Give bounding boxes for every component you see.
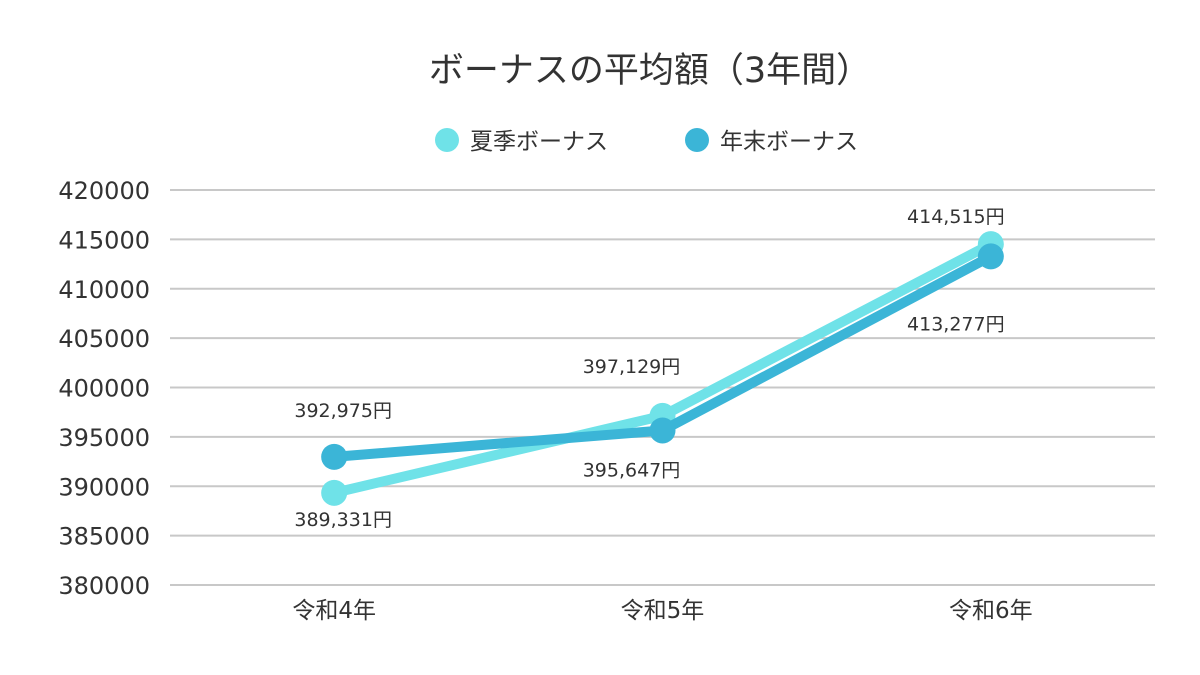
data-label-summer-3: 414,515円 [907, 206, 1005, 228]
data-point-summer-1[interactable] [321, 479, 348, 506]
data-label-winter-3: 413,277円 [907, 313, 1005, 335]
legend-label-winter: 年末ボーナス [720, 129, 858, 155]
data-label-summer-1: 389,331円 [294, 509, 392, 531]
x-tick-label-3: 令和6年 [949, 598, 1033, 624]
legend-marker-winter [685, 128, 709, 152]
data-labels: 389,331円 397,129円 414,515円 392,975円 395,647円… [294, 206, 1004, 531]
y-tick-label-415000: 415000 [58, 226, 150, 254]
x-axis: 令和4年 令和5年 令和6年 [292, 598, 1032, 624]
y-tick-label-395000: 395000 [58, 424, 150, 452]
x-tick-label-1: 令和4年 [292, 598, 376, 624]
legend: 夏季ボーナス 年末ボーナス [435, 128, 858, 155]
data-label-winter-2: 395,647円 [583, 459, 681, 481]
y-tick-label-390000: 390000 [58, 473, 150, 501]
data-label-winter-1: 392,975円 [294, 400, 392, 422]
legend-item-summer[interactable]: 夏季ボーナス [435, 128, 608, 155]
x-tick-label-2: 令和5年 [621, 598, 705, 624]
data-point-winter-2[interactable] [649, 417, 676, 444]
chart-title: ボーナスの平均額（3年間） [429, 51, 871, 91]
legend-label-summer: 夏季ボーナス [470, 129, 608, 155]
data-point-winter-3[interactable] [977, 243, 1004, 270]
y-tick-label-380000: 380000 [58, 572, 150, 600]
legend-item-winter[interactable]: 年末ボーナス [685, 128, 858, 155]
legend-marker-summer [435, 128, 459, 152]
y-tick-label-385000: 385000 [58, 523, 150, 551]
series-layer [321, 231, 1004, 506]
y-axis: 380000 385000 390000 395000 400000 405000 4100… [58, 177, 150, 600]
data-label-summer-2: 397,129円 [583, 356, 681, 378]
data-point-winter-1[interactable] [321, 443, 348, 470]
y-tick-label-405000: 405000 [58, 325, 150, 353]
y-tick-label-420000: 420000 [58, 177, 150, 205]
y-tick-label-410000: 410000 [58, 276, 150, 304]
y-tick-label-400000: 400000 [58, 375, 150, 403]
